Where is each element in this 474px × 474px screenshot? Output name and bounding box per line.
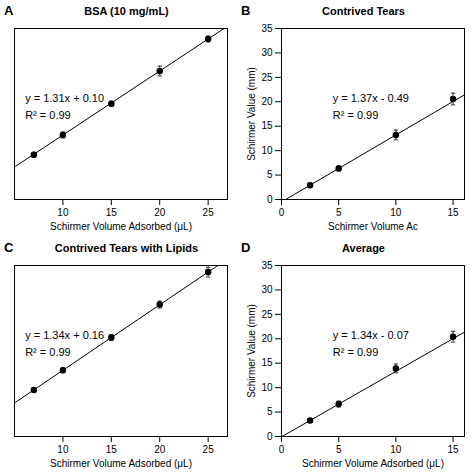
svg-text:y = 1.31x + 0.10R² = 0.99: y = 1.31x + 0.10R² = 0.99 [25,92,104,121]
svg-text:5: 5 [336,444,342,455]
html-text:D: D [241,240,251,255]
svg-text:Schirmer Volume Ac: Schirmer Volume Ac [328,221,418,232]
svg-text:0: 0 [279,207,285,218]
svg-text:5: 5 [267,406,273,417]
svg-text:0: 0 [267,431,273,442]
svg-text:25: 25 [261,72,273,83]
html-text:Contrived Tears: Contrived Tears [322,5,405,17]
html-text:B: B [241,3,251,18]
svg-text:Schirmer Value (mm): Schirmer Value (mm) [246,304,257,398]
svg-text:20: 20 [154,207,166,218]
html-text:BSA (10 mg/mL): BSA (10 mg/mL) [84,5,169,17]
svg-text:Schirmer Volume Adsorbed (μL): Schirmer Volume Adsorbed (μL) [50,458,192,469]
svg-text:15: 15 [448,207,460,218]
svg-text:20: 20 [261,333,273,344]
svg-text:20: 20 [154,444,166,455]
svg-text:10: 10 [261,145,273,156]
svg-text:10: 10 [390,444,402,455]
svg-text:Schirmer Volume Adsorbed (μL): Schirmer Volume Adsorbed (μL) [302,458,444,469]
svg-text:5: 5 [336,207,342,218]
svg-text:y = 1.37x - 0.49R² = 0.99: y = 1.37x - 0.49R² = 0.99 [333,92,409,121]
html-text:Average: Average [342,242,385,254]
html-text:C: C [4,240,14,255]
svg-text:10: 10 [261,382,273,393]
svg-text:0: 0 [279,444,285,455]
svg-text:35: 35 [261,23,273,34]
svg-text:Schirmer Value (mm): Schirmer Value (mm) [246,67,257,161]
svg-text:15: 15 [261,357,273,368]
svg-text:15: 15 [448,444,460,455]
svg-text:y = 1.34x - 0.07R² = 0.99: y = 1.34x - 0.07R² = 0.99 [333,329,409,358]
svg-text:25: 25 [203,444,215,455]
svg-text:20: 20 [261,96,273,107]
svg-text:y = 1.34x + 0.16R² = 0.99: y = 1.34x + 0.16R² = 0.99 [25,329,104,358]
svg-text:Schirmer Volume Adsorbed (μL): Schirmer Volume Adsorbed (μL) [50,221,192,232]
svg-text:25: 25 [203,207,215,218]
svg-text:10: 10 [57,444,69,455]
svg-text:10: 10 [390,207,402,218]
svg-text:30: 30 [261,47,273,58]
svg-text:15: 15 [261,120,273,131]
svg-text:0: 0 [267,194,273,205]
svg-text:15: 15 [106,444,118,455]
svg-text:5: 5 [267,169,273,180]
svg-text:30: 30 [261,284,273,295]
svg-text:25: 25 [261,309,273,320]
svg-text:10: 10 [57,207,69,218]
svg-text:35: 35 [261,260,273,271]
svg-text:15: 15 [106,207,118,218]
html-text:Contrived Tears with Lipids: Contrived Tears with Lipids [54,242,199,254]
html-text:A: A [4,3,14,18]
